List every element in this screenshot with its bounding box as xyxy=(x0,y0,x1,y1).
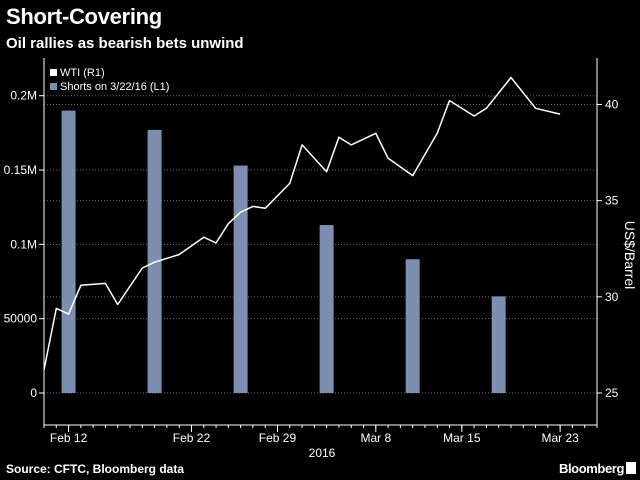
x-tick-label: Feb 22 xyxy=(173,431,211,445)
wti-line xyxy=(43,76,561,371)
chart-subtitle: Oil rallies as bearish bets unwind xyxy=(6,35,244,52)
left-tick-label: 0 xyxy=(30,386,37,400)
bar xyxy=(405,259,420,393)
bar xyxy=(319,225,334,393)
x-tick-label: Mar 8 xyxy=(360,431,391,445)
legend-label-shorts: Shorts on 3/22/16 (L1) xyxy=(60,81,169,93)
legend-label-wti: WTI (R1) xyxy=(60,67,105,79)
legend-swatch-shorts xyxy=(50,83,57,90)
x-tick-label: Feb 29 xyxy=(259,431,297,445)
bar xyxy=(61,110,76,393)
left-tick-label: 0.2M xyxy=(10,89,37,103)
right-tick-label: 30 xyxy=(605,290,619,304)
legend-swatch-wti xyxy=(50,69,57,76)
x-tick-label: Feb 12 xyxy=(50,431,88,445)
right-axis-label: US$/Barrel xyxy=(622,221,638,289)
brand-name: Bloomberg xyxy=(558,461,624,476)
bar xyxy=(491,296,506,393)
source-note: Source: CFTC, Bloomberg data xyxy=(6,462,185,476)
left-tick-label: 0.15M xyxy=(4,163,37,177)
x-tick-label: Mar 23 xyxy=(541,431,579,445)
left-tick-label: 0.1M xyxy=(10,237,37,251)
right-tick-label: 25 xyxy=(605,386,619,400)
bar xyxy=(233,165,248,393)
bloomberg-logo: Bloomberg xyxy=(559,461,636,476)
left-tick-label: 50000 xyxy=(4,312,38,326)
x-year-label: 2016 xyxy=(309,446,336,460)
right-tick-label: 35 xyxy=(605,194,619,208)
x-tick-label: Mar 15 xyxy=(443,431,481,445)
brand-mark-icon xyxy=(626,462,636,474)
right-tick-label: 40 xyxy=(605,97,619,111)
chart-title: Short-Covering xyxy=(6,4,162,29)
